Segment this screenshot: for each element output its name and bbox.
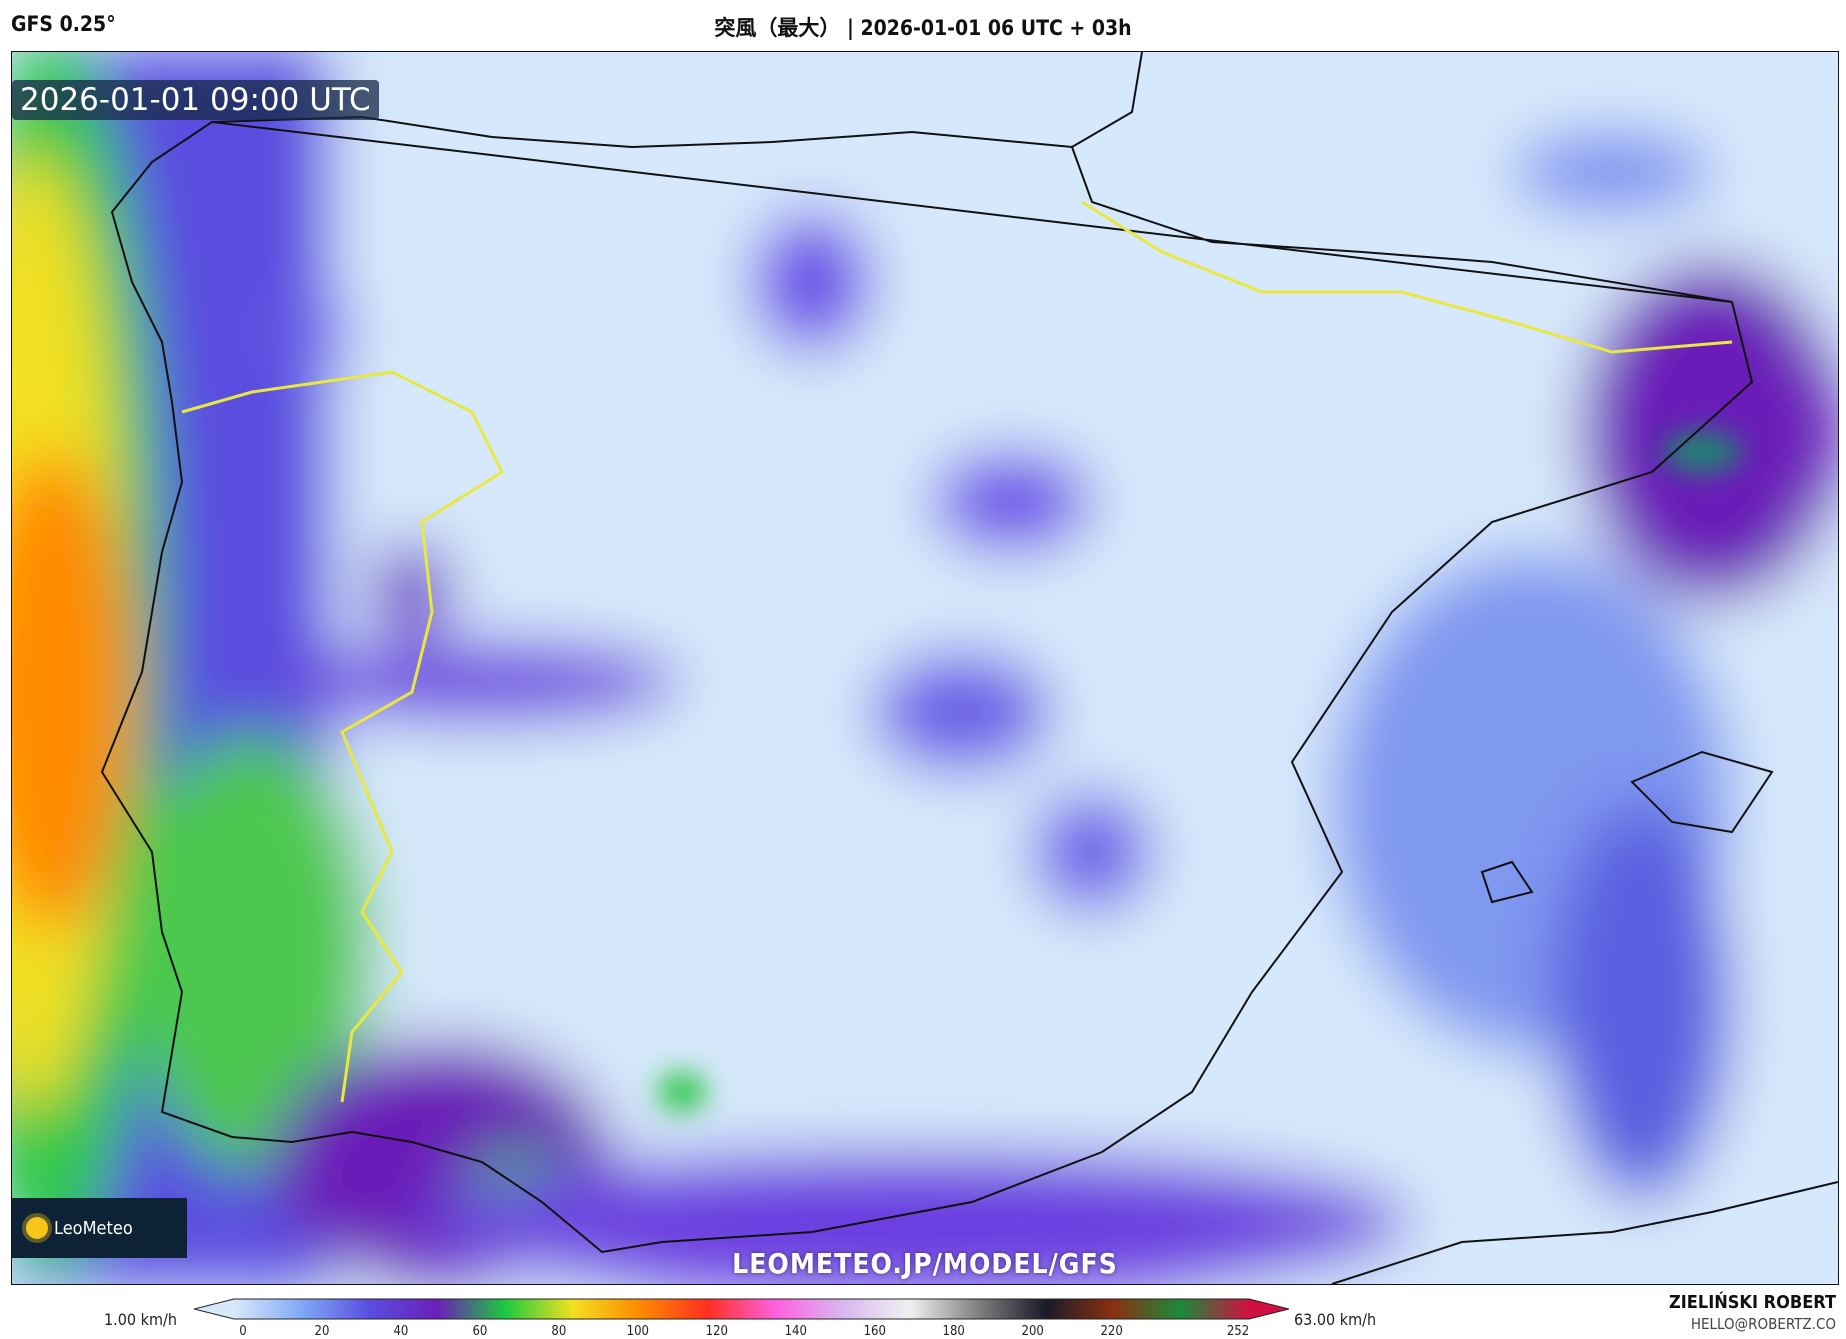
colorbar	[194, 1298, 1289, 1320]
gust-field	[12, 52, 1838, 1284]
colorbar-max-label: 63.00 km/h	[1294, 1310, 1377, 1329]
colorbar-tick-label: 40	[393, 1324, 409, 1339]
border-portugal	[181, 370, 504, 1103]
model-name: GFS 0.25°	[11, 12, 116, 36]
author-email: HELLO@ROBERTZ.CO	[1690, 1315, 1836, 1333]
island-mallorca	[1630, 750, 1774, 834]
colorbar-tick-label: 60	[472, 1324, 488, 1339]
colorbar-tick-label: 140	[784, 1324, 807, 1339]
valid-time-label: 2026-01-01 09:00 UTC	[12, 80, 379, 120]
leometeo-logo: LeoMeteo	[12, 1198, 187, 1258]
colorbar-tick-label: 120	[705, 1324, 728, 1339]
colorbar-tick-label: 0	[239, 1324, 247, 1339]
colorbar-tick-label: 160	[863, 1324, 886, 1339]
wind-gust-map[interactable]: 2026-01-01 09:00 UTC LeoMeteo LEOMETEO.J…	[11, 51, 1839, 1285]
author-name: ZIELIŃSKI ROBERT	[1669, 1292, 1836, 1313]
border-france	[1081, 200, 1733, 354]
logo-text: LeoMeteo	[54, 1217, 133, 1239]
map-field	[12, 52, 1838, 1284]
chart-title: 突風（最大） | 2026-01-01 06 UTC + 03h	[714, 16, 1132, 40]
sun-icon	[26, 1217, 48, 1239]
watermark-url: LEOMETEO.JP/MODEL/GFS	[732, 1247, 1118, 1280]
coastline	[100, 52, 1754, 1254]
colorbar-tick-label: 200	[1021, 1324, 1044, 1339]
colorbar-tick-label: 180	[942, 1324, 965, 1339]
colorbar-min-label: 1.00 km/h	[104, 1310, 177, 1329]
island-ibiza	[1480, 860, 1534, 904]
colorbar-tick-label: 252	[1226, 1324, 1250, 1339]
colorbar-tick-label: 100	[626, 1324, 649, 1339]
colorbar-tick-label: 220	[1100, 1324, 1123, 1339]
colorbar-tick-label: 20	[314, 1324, 330, 1339]
colorbar-tick-label: 80	[551, 1324, 567, 1339]
coast-africa	[1331, 1181, 1838, 1284]
